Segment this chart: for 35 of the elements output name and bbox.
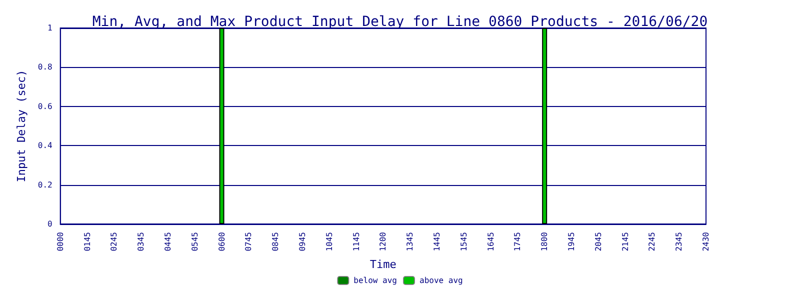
x-tick-label: 1145 bbox=[352, 232, 361, 252]
y-tick-label: 1 bbox=[48, 24, 53, 32]
y-axis-title: Input Delay (sec) bbox=[15, 70, 28, 182]
x-tick-label: 2145 bbox=[620, 232, 630, 252]
x-tick-label: 2245 bbox=[648, 232, 657, 252]
x-tick-label: 1545 bbox=[459, 232, 468, 252]
x-tick-label: 0600 bbox=[217, 232, 226, 252]
y-tick-label: 0.6 bbox=[38, 102, 53, 111]
y-tick-label: 0.2 bbox=[38, 180, 53, 190]
x-tick-label: 0745 bbox=[244, 232, 254, 252]
x-tick-label: 1445 bbox=[432, 232, 442, 252]
x-tick-label: 1745 bbox=[513, 232, 522, 252]
y-tick-label: 0.8 bbox=[38, 62, 53, 72]
x-tick-label: 2045 bbox=[594, 232, 603, 252]
x-tick-label: 2345 bbox=[674, 232, 684, 252]
x-tick-label: 0545 bbox=[190, 232, 200, 252]
x-tick-label: 0000 bbox=[56, 232, 65, 252]
x-axis-title: Time bbox=[370, 258, 396, 272]
x-tick-label: 0445 bbox=[163, 232, 172, 252]
y-tick-label: 0.4 bbox=[38, 141, 53, 150]
x-tick-label: 1645 bbox=[486, 232, 496, 252]
x-tick-label: 1200 bbox=[378, 232, 388, 252]
x-tick-label: 0245 bbox=[110, 232, 119, 252]
x-tick-label: 0145 bbox=[82, 232, 92, 252]
x-tick-label: 0845 bbox=[271, 232, 280, 252]
x-tick-label: 1800 bbox=[540, 232, 550, 252]
x-tick-label: 1945 bbox=[566, 232, 576, 252]
x-tick-label: 0945 bbox=[298, 232, 307, 252]
x-tick-label: 0345 bbox=[136, 232, 146, 252]
x-tick-label: 2430 bbox=[702, 232, 710, 252]
y-tick-label: 0 bbox=[48, 220, 53, 228]
x-tick-label: 1045 bbox=[324, 232, 334, 252]
legend-label: below avg bbox=[354, 276, 398, 285]
legend-label: above avg bbox=[420, 276, 464, 285]
x-tick-label: 1345 bbox=[406, 232, 415, 252]
